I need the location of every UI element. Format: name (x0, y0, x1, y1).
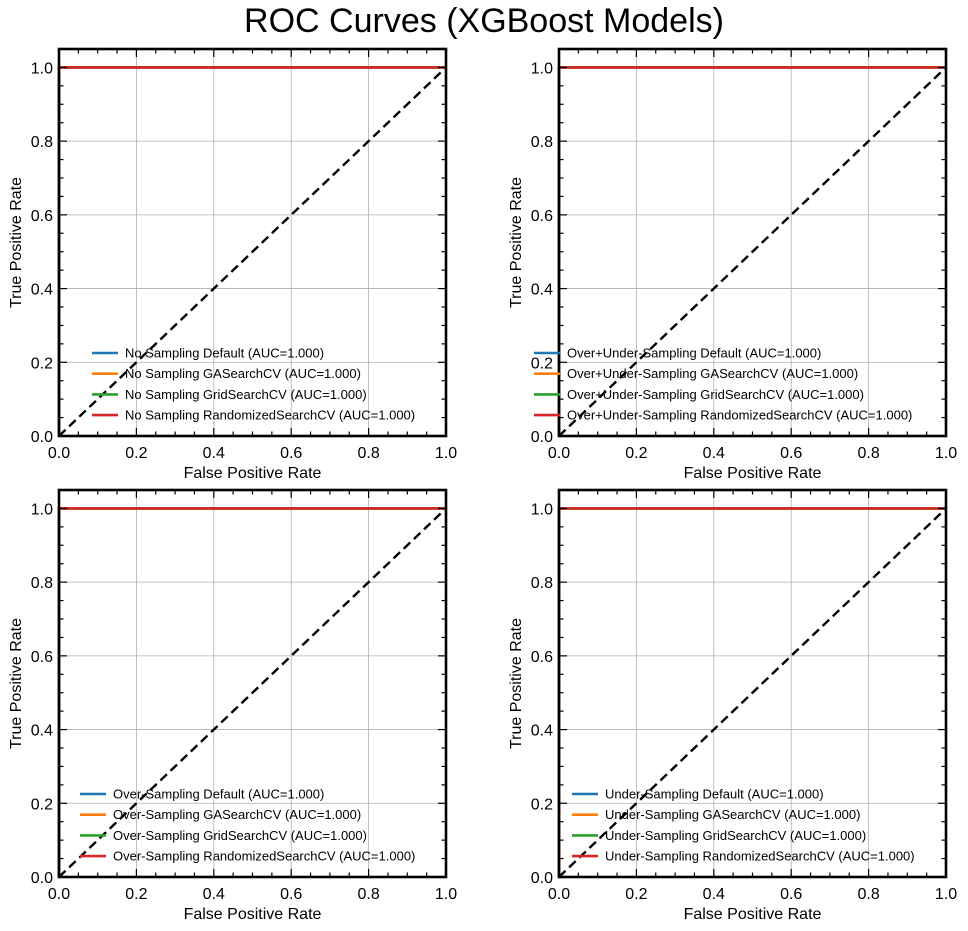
y-tick-label: 1.0 (31, 501, 53, 518)
y-axis-label: True Positive Rate (508, 177, 525, 308)
reference-diagonal-line (58, 507, 447, 878)
x-tick-label: 0.8 (857, 445, 879, 462)
y-tick-label: 0.2 (31, 355, 53, 372)
y-tick-label: 0.2 (531, 796, 553, 813)
x-tick-label: 0.6 (280, 445, 302, 462)
legend-label-4: No Sampling RandomizedSearchCV (AUC=1.00… (125, 408, 415, 423)
x-tick-label: 0.2 (125, 445, 147, 462)
x-tick-label: 0.2 (125, 886, 147, 903)
y-tick-label: 0.0 (531, 429, 553, 446)
x-tick-label: 0.8 (357, 886, 379, 903)
y-tick-label: 0.4 (531, 282, 553, 299)
x-tick-label: 0.2 (625, 886, 647, 903)
legend-label-3: Over+Under-Sampling GridSearchCV (AUC=1.… (567, 387, 864, 402)
x-axis-label: False Positive Rate (684, 465, 822, 482)
y-tick-label: 1.0 (31, 60, 53, 77)
roc-panel-3: 0.0 0.2 0.4 0.6 0.8 1.0 0.0 0.2 0.4 0.6 0.8 1.0 Fals… (8, 488, 457, 923)
x-tick-label: 0.6 (780, 445, 802, 462)
legend: Over-Sampling Default (AUC=1.000) Over-Sa… (80, 787, 415, 864)
y-tick-label: 0.6 (531, 649, 553, 666)
x-tick-label: 1.0 (435, 886, 457, 903)
legend: No Sampling Default (AUC=1.000) No Sampli… (92, 346, 415, 423)
x-tick-label: 1.0 (935, 886, 957, 903)
y-axis-label: True Positive Rate (8, 618, 25, 749)
x-tick-label: 1.0 (935, 445, 957, 462)
y-tick-label: 0.8 (531, 134, 553, 151)
figure-title: ROC Curves (XGBoost Models) (244, 2, 724, 40)
x-tick-label: 0.4 (703, 886, 725, 903)
x-axis-label: False Positive Rate (184, 465, 322, 482)
legend: Over+Under-Sampling Default (AUC=1.000) O… (534, 346, 912, 423)
roc-panel-4: 0.0 0.2 0.4 0.6 0.8 1.0 0.0 0.2 0.4 0.6 0.8 1.0 Fals… (508, 488, 957, 923)
x-tick-label: 0.2 (625, 445, 647, 462)
y-tick-label: 0.8 (531, 575, 553, 592)
legend-label-1: Over+Under-Sampling Default (AUC=1.000) (567, 346, 821, 361)
x-tick-label: 0.6 (780, 886, 802, 903)
legend-label-2: No Sampling GASearchCV (AUC=1.000) (125, 366, 361, 381)
y-tick-label: 0.4 (31, 282, 53, 299)
reference-diagonal-line (558, 66, 947, 437)
y-tick-label: 0.2 (31, 796, 53, 813)
x-tick-label: 0.4 (203, 445, 225, 462)
x-tick-label: 0.6 (280, 886, 302, 903)
y-tick-label: 0.0 (31, 429, 53, 446)
legend-label-3: Over-Sampling GridSearchCV (AUC=1.000) (113, 828, 367, 843)
legend-label-2: Over+Under-Sampling GASearchCV (AUC=1.00… (567, 366, 858, 381)
legend-label-1: No Sampling Default (AUC=1.000) (125, 346, 324, 361)
x-tick-label: 0.4 (203, 886, 225, 903)
x-tick-label: 0.0 (48, 445, 70, 462)
legend-label-1: Over-Sampling Default (AUC=1.000) (113, 787, 324, 802)
legend-label-4: Over+Under-Sampling RandomizedSearchCV (… (567, 408, 912, 423)
axes-frame (557, 488, 948, 879)
axes-frame (57, 47, 448, 438)
y-tick-label: 1.0 (531, 501, 553, 518)
y-tick-label: 0.6 (31, 649, 53, 666)
y-tick-label: 0.6 (531, 208, 553, 225)
y-tick-label: 0.2 (531, 355, 553, 372)
legend-label-3: Under-Sampling GridSearchCV (AUC=1.000) (605, 828, 866, 843)
y-tick-label: 1.0 (531, 60, 553, 77)
legend-label-4: Under-Sampling RandomizedSearchCV (AUC=1… (605, 849, 915, 864)
legend-label-2: Over-Sampling GASearchCV (AUC=1.000) (113, 807, 361, 822)
roc-panel-1: 0.0 0.2 0.4 0.6 0.8 1.0 0.0 0.2 0.4 0.6 0.8 1.0 Fals… (8, 47, 457, 482)
reference-diagonal-line (58, 66, 447, 437)
y-tick-label: 0.8 (31, 575, 53, 592)
legend-label-1: Under-Sampling Default (AUC=1.000) (605, 787, 824, 802)
x-tick-label: 0.8 (857, 886, 879, 903)
roc-panel-2: 0.0 0.2 0.4 0.6 0.8 1.0 0.0 0.2 0.4 0.6 0.8 1.0 Fals… (508, 47, 957, 482)
axes-frame (557, 47, 948, 438)
legend-label-2: Under-Sampling GASearchCV (AUC=1.000) (605, 807, 860, 822)
x-tick-label: 0.0 (548, 886, 570, 903)
y-tick-label: 0.6 (31, 208, 53, 225)
y-tick-label: 0.4 (31, 723, 53, 740)
axes-frame (57, 488, 448, 879)
y-tick-label: 0.0 (31, 870, 53, 887)
x-tick-label: 0.0 (48, 886, 70, 903)
x-tick-label: 1.0 (435, 445, 457, 462)
y-tick-label: 0.4 (531, 723, 553, 740)
x-axis-label: False Positive Rate (184, 906, 322, 923)
legend-label-4: Over-Sampling RandomizedSearchCV (AUC=1.… (113, 849, 415, 864)
y-axis-label: True Positive Rate (508, 618, 525, 749)
x-tick-label: 0.8 (357, 445, 379, 462)
x-axis-label: False Positive Rate (684, 906, 822, 923)
reference-diagonal-line (558, 507, 947, 878)
legend-label-3: No Sampling GridSearchCV (AUC=1.000) (125, 387, 367, 402)
x-tick-label: 0.0 (548, 445, 570, 462)
y-tick-label: 0.0 (531, 870, 553, 887)
y-axis-label: True Positive Rate (8, 177, 25, 308)
legend: Under-Sampling Default (AUC=1.000) Under-… (572, 787, 915, 864)
y-tick-label: 0.8 (31, 134, 53, 151)
x-tick-label: 0.4 (703, 445, 725, 462)
